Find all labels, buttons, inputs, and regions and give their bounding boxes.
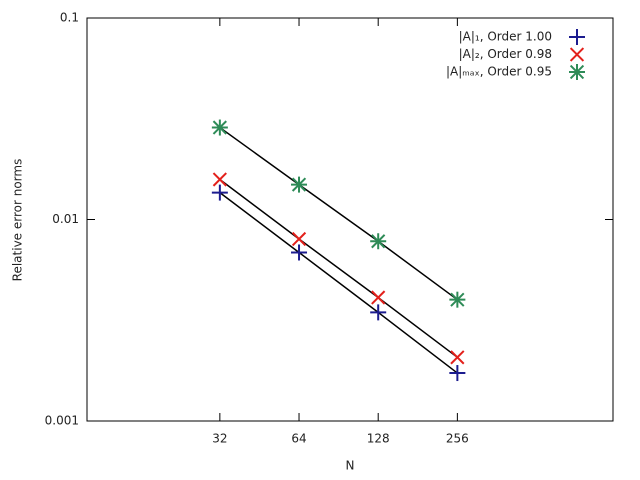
legend-marker bbox=[569, 64, 585, 80]
point bbox=[449, 291, 466, 308]
y-tick-label: 0.001 bbox=[45, 414, 79, 428]
point bbox=[291, 244, 308, 261]
point bbox=[449, 365, 466, 382]
point bbox=[212, 172, 227, 187]
x-axis-label: N bbox=[346, 459, 355, 473]
point bbox=[450, 350, 465, 365]
x-tick-label: 64 bbox=[291, 432, 306, 446]
x-tick-label: 32 bbox=[212, 432, 227, 446]
y-axis-label: Relative error norms bbox=[11, 159, 25, 282]
fit-line bbox=[219, 178, 458, 358]
legend-label: |A|₂, Order 0.98 bbox=[459, 47, 552, 61]
legend-label: |A|ₘₐₓ, Order 0.95 bbox=[446, 65, 552, 79]
point bbox=[371, 290, 386, 305]
point bbox=[291, 176, 308, 193]
y-tick-label: 0.01 bbox=[52, 212, 79, 226]
x-tick-label: 128 bbox=[367, 432, 390, 446]
y-tick-label: 0.1 bbox=[60, 11, 79, 25]
point bbox=[211, 184, 228, 201]
point bbox=[291, 231, 307, 247]
legend-marker bbox=[569, 29, 585, 45]
point bbox=[211, 119, 228, 136]
fit-line bbox=[219, 191, 458, 374]
legend-label: |A|₁, Order 1.00 bbox=[459, 30, 552, 44]
x-tick-label: 256 bbox=[446, 432, 469, 446]
point bbox=[370, 233, 387, 250]
legend-marker bbox=[569, 47, 585, 62]
point bbox=[370, 304, 387, 321]
fit-line bbox=[219, 126, 458, 301]
